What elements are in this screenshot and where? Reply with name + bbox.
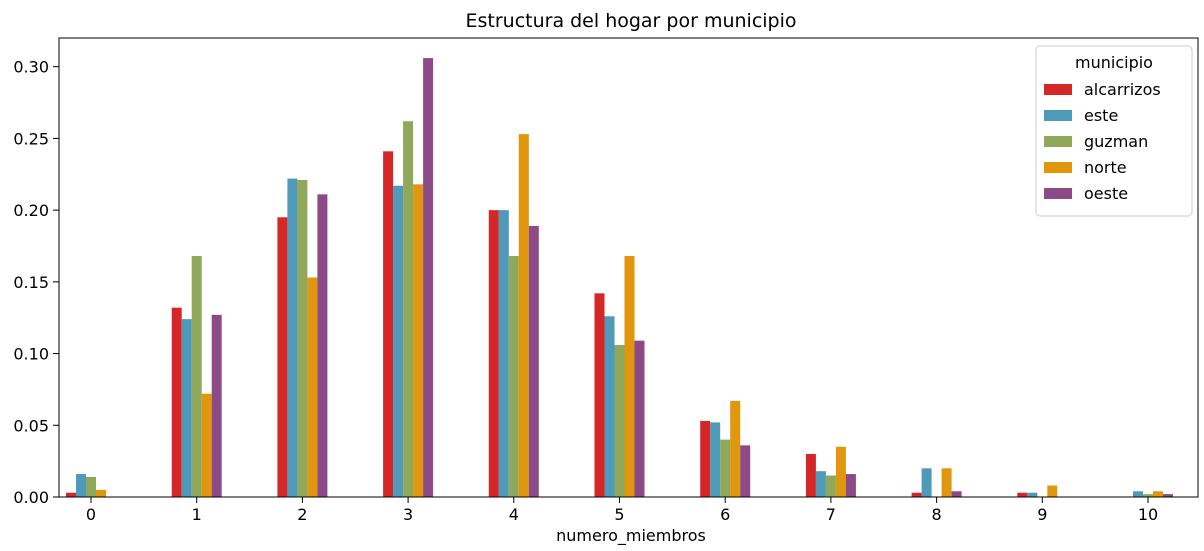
bar-alcarrizos-0 (66, 493, 76, 497)
bar-este-4 (499, 210, 509, 497)
legend-swatch-este (1044, 110, 1072, 121)
bar-guzman-6 (720, 440, 730, 497)
bar-oeste-4 (529, 226, 539, 497)
bar-este-1 (182, 319, 192, 497)
bar-alcarrizos-7 (806, 454, 816, 497)
bar-norte-10 (1153, 491, 1163, 497)
legend-swatch-alcarrizos (1044, 84, 1072, 95)
legend-label-alcarrizos: alcarrizos (1084, 80, 1161, 99)
bar-guzman-5 (615, 345, 625, 497)
bar-alcarrizos-1 (172, 308, 182, 497)
legend-swatch-norte (1044, 162, 1072, 173)
y-tick-label: 0.25 (13, 129, 49, 148)
x-tick-label: 2 (297, 505, 307, 524)
bar-guzman-7 (826, 475, 836, 497)
bar-oeste-5 (635, 341, 645, 497)
bar-guzman-1 (192, 256, 202, 497)
bar-alcarrizos-3 (383, 151, 393, 497)
bar-este-2 (287, 179, 297, 497)
bar-oeste-3 (423, 58, 433, 497)
bar-norte-3 (413, 184, 423, 497)
bar-norte-2 (307, 278, 317, 497)
y-axis: 0.00 0.05 0.10 0.15 0.20 0.25 0.30 (13, 58, 59, 507)
x-tick-label: 1 (192, 505, 202, 524)
x-tick-label: 5 (614, 505, 624, 524)
bar-este-5 (605, 316, 615, 497)
bar-este-3 (393, 186, 403, 497)
bar-norte-1 (202, 394, 212, 497)
bars-group (66, 58, 1173, 497)
x-tick-label: 10 (1138, 505, 1158, 524)
bar-este-7 (816, 471, 826, 497)
bar-guzman-2 (297, 180, 307, 497)
bar-oeste-6 (740, 445, 750, 497)
bar-norte-7 (836, 447, 846, 497)
y-tick-label: 0.30 (13, 58, 49, 77)
bar-este-6 (710, 422, 720, 497)
y-tick-label: 0.10 (13, 345, 49, 364)
bar-alcarrizos-4 (489, 210, 499, 497)
x-tick-label: 8 (932, 505, 942, 524)
legend-label-este: este (1084, 106, 1118, 125)
bar-oeste-7 (846, 474, 856, 497)
y-tick-label: 0.20 (13, 201, 49, 220)
bar-guzman-3 (403, 121, 413, 497)
legend-label-guzman: guzman (1084, 132, 1148, 151)
bar-norte-4 (519, 134, 529, 497)
x-tick-label: 3 (403, 505, 413, 524)
y-tick-label: 0.15 (13, 273, 49, 292)
x-tick-label: 6 (720, 505, 730, 524)
y-tick-label: 0.05 (13, 416, 49, 435)
x-tick-label: 4 (509, 505, 519, 524)
bar-este-10 (1133, 491, 1143, 497)
x-tick-label: 9 (1037, 505, 1047, 524)
legend-title: municipio (1075, 53, 1153, 72)
bar-guzman-4 (509, 256, 519, 497)
bar-este-8 (922, 468, 932, 497)
chart-title: Estructura del hogar por municipio (465, 10, 796, 32)
bar-norte-0 (96, 490, 106, 497)
legend-swatch-oeste (1044, 188, 1072, 199)
bar-guzman-0 (86, 477, 96, 497)
bar-norte-5 (625, 256, 635, 497)
bar-alcarrizos-2 (277, 217, 287, 497)
bar-este-9 (1027, 493, 1037, 497)
bar-norte-9 (1047, 486, 1057, 497)
legend: municipio alcarrizos este guzman norte oeste (1036, 46, 1192, 216)
bar-oeste-1 (212, 315, 222, 497)
bar-norte-6 (730, 401, 740, 497)
x-tick-label: 7 (826, 505, 836, 524)
legend-label-oeste: oeste (1084, 184, 1128, 203)
bar-oeste-2 (317, 194, 327, 497)
x-tick-label: 0 (86, 505, 96, 524)
y-tick-label: 0.00 (13, 488, 49, 507)
legend-swatch-guzman (1044, 136, 1072, 147)
bar-oeste-8 (952, 491, 962, 497)
bar-norte-8 (942, 468, 952, 497)
bar-alcarrizos-6 (700, 421, 710, 497)
bar-este-0 (76, 474, 86, 497)
bar-alcarrizos-8 (912, 493, 922, 497)
x-axis: 0 1 2 3 4 5 6 7 8 9 10 (86, 497, 1158, 524)
x-axis-label: numero_miembros (556, 526, 706, 546)
bar-alcarrizos-5 (595, 293, 605, 497)
bar-alcarrizos-9 (1017, 493, 1027, 497)
legend-label-norte: norte (1084, 158, 1127, 177)
